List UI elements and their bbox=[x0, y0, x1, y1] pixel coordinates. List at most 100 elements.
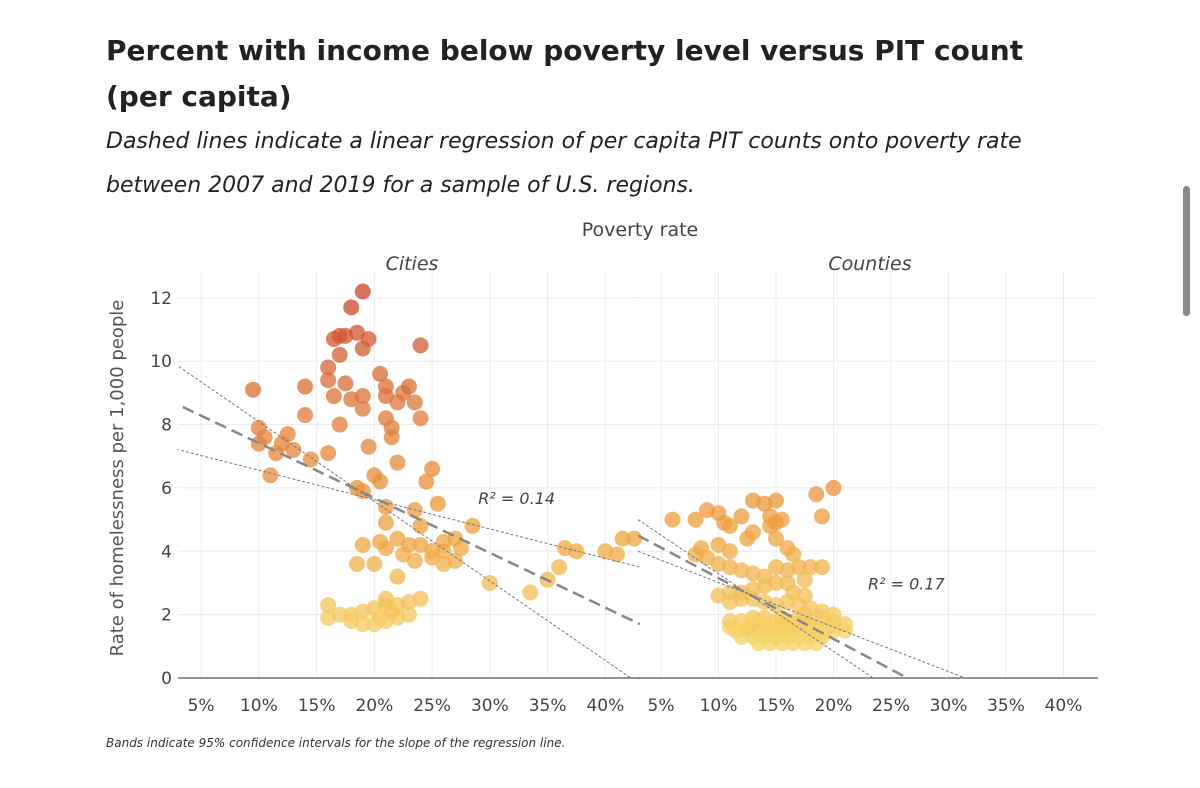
y-tick-label: 6 bbox=[161, 479, 172, 499]
data-point bbox=[343, 299, 360, 316]
data-point bbox=[802, 559, 819, 576]
regression-lines bbox=[638, 519, 967, 678]
data-point bbox=[424, 460, 441, 477]
x-tick-label: 25% bbox=[872, 696, 910, 716]
data-point bbox=[464, 517, 481, 534]
data-point bbox=[768, 492, 784, 509]
x-tick-label: 10% bbox=[240, 696, 278, 716]
data-point bbox=[796, 571, 813, 588]
data-point bbox=[389, 394, 406, 411]
data-point bbox=[733, 590, 750, 607]
data-point bbox=[722, 619, 738, 636]
data-point bbox=[389, 568, 406, 585]
data-point bbox=[389, 454, 406, 471]
data-point bbox=[406, 394, 423, 411]
vertical-scrollbar[interactable] bbox=[1183, 186, 1190, 316]
data-point bbox=[262, 467, 279, 484]
data-point bbox=[733, 508, 750, 525]
x-tick-label: 20% bbox=[815, 696, 853, 716]
data-point bbox=[337, 375, 354, 392]
r-squared-label: R² = 0.14 bbox=[478, 489, 555, 508]
data-point bbox=[814, 559, 830, 576]
panel-title-counties: Counties bbox=[828, 253, 911, 275]
data-point bbox=[245, 381, 262, 398]
y-tick-label: 8 bbox=[161, 416, 172, 436]
panel-cities: 5% 10% 15% 20% 25% 30% 35% 40% R² = 0.14 bbox=[178, 272, 643, 716]
data-point bbox=[722, 517, 738, 534]
data-point bbox=[377, 590, 394, 607]
data-point bbox=[401, 378, 417, 395]
x-tick-label: 25% bbox=[413, 696, 451, 716]
points-group bbox=[245, 283, 643, 633]
data-point bbox=[791, 559, 807, 576]
data-point bbox=[814, 508, 830, 525]
y-tick-label: 0 bbox=[161, 669, 172, 689]
data-point bbox=[372, 365, 389, 382]
data-point bbox=[320, 597, 337, 614]
ci-upper-line bbox=[638, 519, 875, 678]
data-point bbox=[354, 388, 371, 405]
data-point bbox=[418, 473, 435, 490]
data-point bbox=[297, 407, 314, 424]
data-point bbox=[297, 378, 314, 395]
ci-upper-line bbox=[178, 365, 632, 678]
data-point bbox=[447, 552, 464, 569]
data-point bbox=[750, 635, 767, 652]
y-tick-label: 2 bbox=[161, 606, 172, 626]
regression-line bbox=[178, 403, 640, 626]
data-point bbox=[773, 635, 790, 652]
x-tick-label: 20% bbox=[355, 696, 393, 716]
data-point bbox=[768, 514, 784, 531]
data-point bbox=[377, 514, 394, 531]
x-tick-label: 35% bbox=[529, 696, 567, 716]
data-point bbox=[331, 346, 348, 363]
data-point bbox=[325, 388, 342, 405]
data-point bbox=[837, 622, 853, 639]
data-point bbox=[745, 616, 761, 633]
data-point bbox=[412, 410, 429, 427]
data-point bbox=[343, 612, 360, 629]
data-point bbox=[320, 372, 337, 389]
data-point bbox=[354, 536, 371, 553]
x-tick-label: 10% bbox=[700, 696, 738, 716]
data-point bbox=[383, 429, 400, 446]
data-point bbox=[568, 543, 585, 560]
data-point bbox=[452, 540, 469, 557]
data-point bbox=[372, 609, 389, 626]
x-tick-label: 15% bbox=[757, 696, 795, 716]
x-tick-label: 5% bbox=[648, 696, 675, 716]
data-point bbox=[302, 451, 319, 468]
panel-counties: 5% 10% 15% 20% 25% 30% 35% 40% R² = 0.17 bbox=[638, 272, 1098, 716]
data-point bbox=[481, 574, 498, 591]
data-point bbox=[412, 590, 429, 607]
data-point bbox=[406, 552, 423, 569]
ci-lower-line bbox=[638, 550, 967, 678]
chart-subtitle: Dashed lines indicate a linear regressio… bbox=[106, 129, 1022, 198]
y-axis-ticks: 0 2 4 6 8 10 12 bbox=[150, 289, 172, 689]
data-point bbox=[745, 524, 761, 541]
data-point bbox=[360, 438, 377, 455]
data-point bbox=[354, 340, 371, 357]
data-point bbox=[320, 359, 337, 376]
data-point bbox=[412, 517, 429, 534]
data-point bbox=[551, 559, 568, 576]
data-point bbox=[285, 441, 302, 458]
poverty-rate-label: Poverty rate bbox=[582, 219, 698, 241]
data-point bbox=[825, 479, 842, 496]
data-point bbox=[412, 337, 429, 354]
x-tick-label: 40% bbox=[586, 696, 624, 716]
data-point bbox=[372, 473, 389, 490]
y-axis-label: Rate of homelessness per 1,000 people bbox=[107, 300, 128, 657]
data-point bbox=[614, 530, 631, 547]
y-tick-label: 4 bbox=[161, 542, 172, 562]
regression-lines bbox=[178, 365, 640, 678]
y-tick-label: 12 bbox=[150, 289, 172, 309]
data-point bbox=[796, 635, 813, 652]
chart-title: Percent with income below poverty level … bbox=[106, 34, 1024, 113]
r-squared-label: R² = 0.17 bbox=[868, 574, 946, 593]
data-point bbox=[762, 635, 779, 652]
data-point bbox=[626, 530, 643, 547]
data-point bbox=[354, 283, 371, 300]
data-point bbox=[320, 445, 337, 462]
